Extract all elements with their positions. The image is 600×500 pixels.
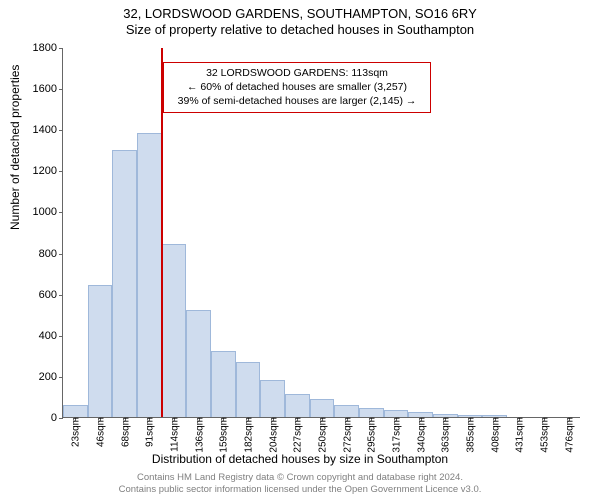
y-tick-label: 800 <box>17 248 63 260</box>
x-tick-label: 431sqm <box>513 417 526 453</box>
x-axis-label: Distribution of detached houses by size … <box>0 452 600 466</box>
x-tick-label: 159sqm <box>217 417 230 453</box>
x-tick-label: 68sqm <box>118 417 131 447</box>
footer-line1: Contains HM Land Registry data © Crown c… <box>0 472 600 484</box>
histogram-bar <box>285 394 310 417</box>
y-tick-mark <box>59 254 63 255</box>
y-tick-mark <box>59 336 63 337</box>
y-tick-mark <box>59 377 63 378</box>
x-tick-label: 250sqm <box>316 417 329 453</box>
histogram-bar <box>260 380 285 417</box>
y-tick-label: 1000 <box>17 206 63 218</box>
y-tick-label: 400 <box>17 330 63 342</box>
x-tick-label: 363sqm <box>439 417 452 453</box>
histogram-bar <box>359 408 384 417</box>
y-tick-mark <box>59 418 63 419</box>
x-tick-label: 408sqm <box>488 417 501 453</box>
x-tick-label: 46sqm <box>94 417 107 447</box>
y-tick-mark <box>59 130 63 131</box>
annotation-line: ← 60% of detached houses are smaller (3,… <box>170 80 424 94</box>
footer-line2: Contains public sector information licen… <box>0 484 600 496</box>
histogram-bar <box>186 310 211 417</box>
x-tick-label: 476sqm <box>562 417 575 453</box>
histogram-bar <box>63 405 88 417</box>
x-tick-label: 453sqm <box>538 417 551 453</box>
histogram-bar <box>384 410 409 417</box>
x-tick-label: 317sqm <box>390 417 403 453</box>
x-tick-label: 227sqm <box>291 417 304 453</box>
histogram-bar <box>310 399 335 418</box>
histogram-bar <box>88 285 113 417</box>
y-tick-mark <box>59 212 63 213</box>
x-tick-label: 136sqm <box>192 417 205 453</box>
chart-title: 32, LORDSWOOD GARDENS, SOUTHAMPTON, SO16… <box>0 0 600 39</box>
x-tick-label: 23sqm <box>69 417 82 447</box>
histogram-bar <box>112 150 137 417</box>
annotation-line: 32 LORDSWOOD GARDENS: 113sqm <box>170 66 424 80</box>
y-tick-mark <box>59 89 63 90</box>
y-tick-label: 1400 <box>17 124 63 136</box>
histogram-bar <box>162 244 187 417</box>
x-tick-label: 91sqm <box>143 417 156 447</box>
y-tick-label: 1800 <box>17 42 63 54</box>
x-tick-label: 182sqm <box>242 417 255 453</box>
x-tick-label: 295sqm <box>365 417 378 453</box>
y-tick-mark <box>59 48 63 49</box>
x-tick-label: 204sqm <box>266 417 279 453</box>
x-tick-label: 340sqm <box>414 417 427 453</box>
footer-attribution: Contains HM Land Registry data © Crown c… <box>0 472 600 496</box>
plot-area: 02004006008001000120014001600180023sqm46… <box>62 48 580 418</box>
chart-area: 02004006008001000120014001600180023sqm46… <box>62 48 580 418</box>
x-tick-label: 272sqm <box>340 417 353 453</box>
y-tick-label: 0 <box>17 412 63 424</box>
histogram-bar <box>236 362 261 418</box>
annotation-line: 39% of semi-detached houses are larger (… <box>170 94 424 108</box>
x-tick-label: 385sqm <box>464 417 477 453</box>
histogram-bar <box>211 351 236 417</box>
histogram-bar <box>334 405 359 417</box>
y-tick-mark <box>59 171 63 172</box>
title-line2: Size of property relative to detached ho… <box>0 22 600 38</box>
y-tick-label: 1600 <box>17 83 63 95</box>
y-tick-label: 600 <box>17 289 63 301</box>
x-tick-label: 114sqm <box>168 417 181 452</box>
histogram-bar <box>137 133 162 417</box>
y-tick-label: 200 <box>17 371 63 383</box>
y-tick-mark <box>59 295 63 296</box>
y-tick-label: 1200 <box>17 165 63 177</box>
title-line1: 32, LORDSWOOD GARDENS, SOUTHAMPTON, SO16… <box>0 6 600 22</box>
annotation-box: 32 LORDSWOOD GARDENS: 113sqm← 60% of det… <box>163 62 431 113</box>
